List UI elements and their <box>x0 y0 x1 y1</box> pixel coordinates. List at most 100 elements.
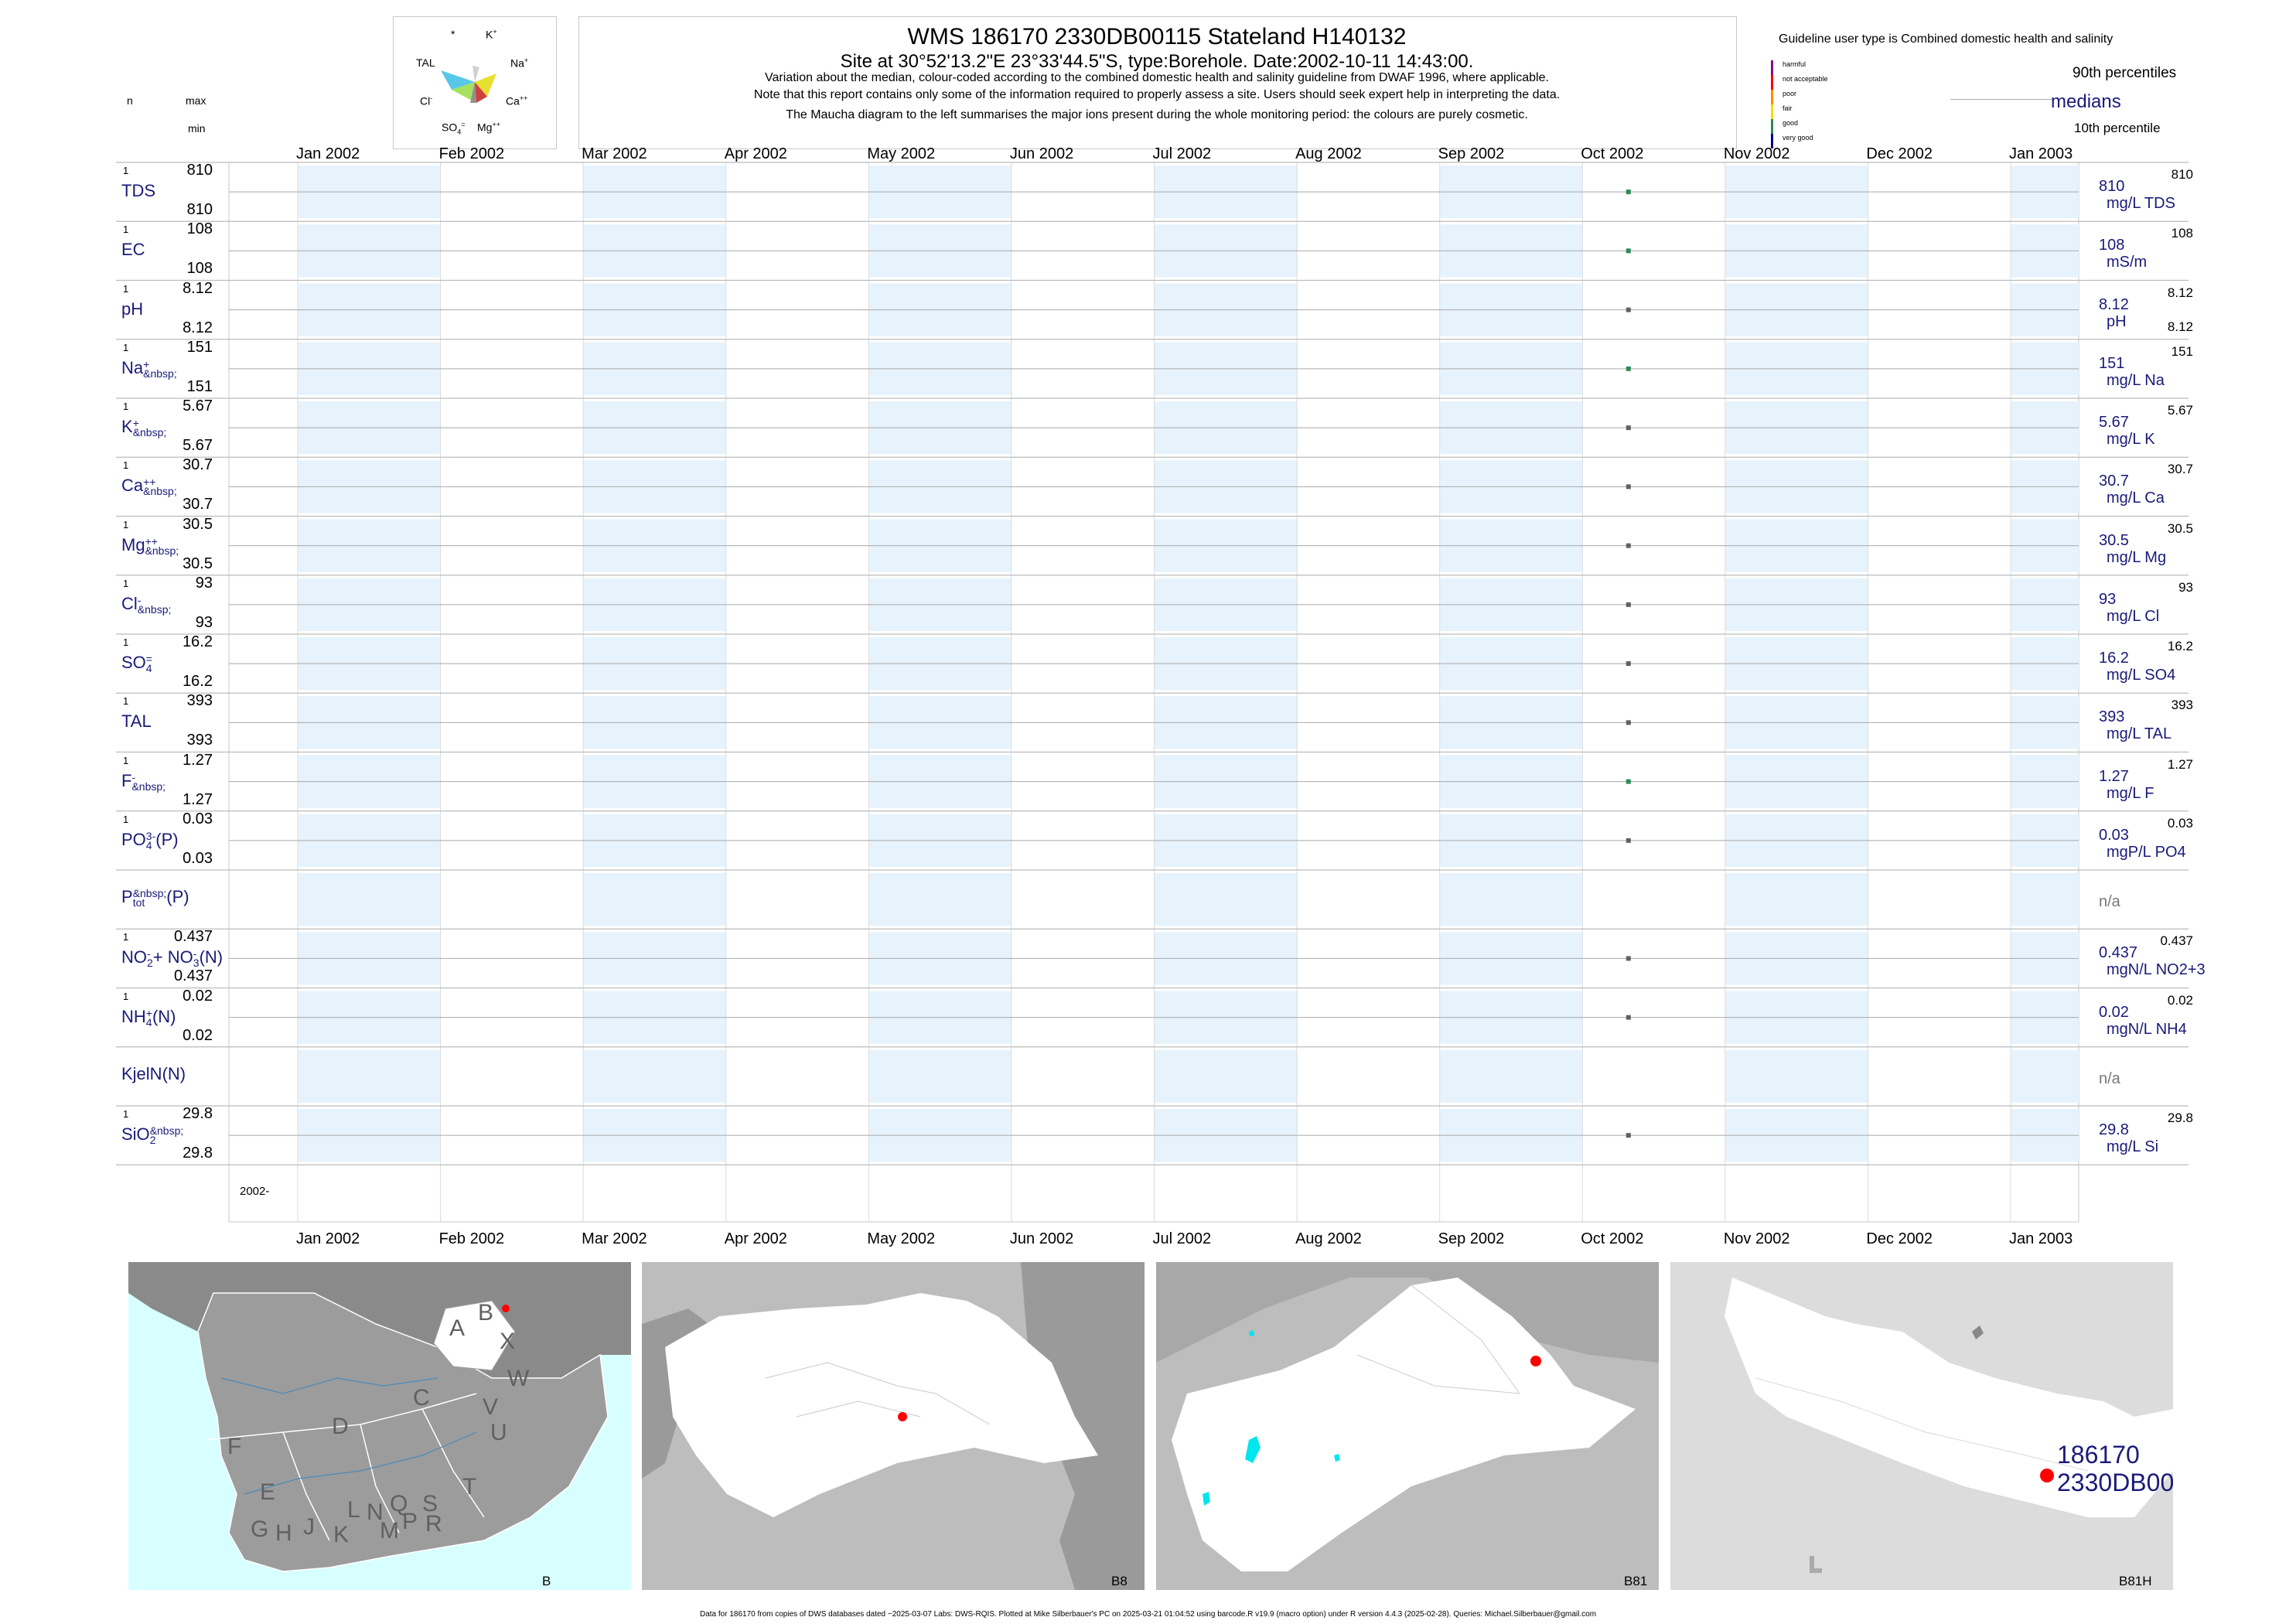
map-region-letter: J <box>303 1514 315 1540</box>
month-label-bottom: Feb 2002 <box>438 1230 505 1247</box>
row-median-value: 1.27 <box>2099 767 2129 785</box>
legend-category: fair <box>1771 104 1793 119</box>
row-name-nh: NH +4 (N) <box>121 1006 176 1029</box>
map-region-letter: F <box>227 1434 241 1459</box>
map-panel-1-label: B <box>542 1574 551 1588</box>
map-region-letter: L <box>347 1497 360 1523</box>
left-header-min: min <box>188 122 206 135</box>
data-point-ph <box>1626 307 1631 312</box>
row-max: 393 <box>186 692 213 710</box>
row-name-k: K + &nbsp; <box>121 417 167 439</box>
row-n: 1 <box>123 341 129 353</box>
maucha-na-sector <box>475 73 496 97</box>
data-point-mg <box>1626 543 1631 548</box>
row-median-value: 93 <box>2099 590 2117 608</box>
row-median-value: 108 <box>2099 237 2125 254</box>
row-median-value: 0.02 <box>2099 1003 2129 1021</box>
legend-category: not acceptable <box>1771 75 1828 90</box>
map-b81h: 186170 2330DB00 B81H <box>1670 1262 2173 1590</box>
row-min: 16.2 <box>183 673 213 690</box>
row-min: 810 <box>186 201 213 218</box>
data-point-po <box>1626 838 1631 843</box>
legend-medians: medians <box>2051 91 2121 112</box>
legend-median-line <box>1950 99 2054 100</box>
map-region-letter: W <box>507 1366 530 1391</box>
row-min: 93 <box>195 613 213 631</box>
row-n: 1 <box>123 813 129 825</box>
row-unit: mg/L TDS <box>2107 195 2175 212</box>
maucha-k-label: K+ <box>486 28 497 41</box>
legend-p10: 10th percentile <box>2074 121 2161 135</box>
row-right-max: 0.437 <box>2160 933 2193 949</box>
row-median-value: 30.7 <box>2099 473 2129 490</box>
month-label-bottom: Apr 2002 <box>724 1230 787 1247</box>
row-n: 1 <box>123 165 129 176</box>
row-n: 1 <box>123 223 129 236</box>
row-name-sio: SiO &nbsp; 2 <box>121 1124 184 1147</box>
year-label: 2002- <box>240 1185 270 1198</box>
row-right-max: 93 <box>2178 579 2193 595</box>
maucha-ca-label: Ca++ <box>506 94 528 107</box>
legend-swatch <box>1771 60 1773 75</box>
map-region-letter: E <box>260 1479 275 1505</box>
site-marker <box>502 1305 510 1312</box>
row-max: 810 <box>186 162 213 179</box>
row-unit: mg/L K <box>2107 431 2155 448</box>
legend-category: harmful <box>1771 60 1806 75</box>
row-unit: mg/L Mg <box>2107 548 2167 566</box>
row-min: 5.67 <box>183 437 213 454</box>
month-label-bottom: Nov 2002 <box>1723 1230 1790 1247</box>
month-label-top: Feb 2002 <box>438 145 505 162</box>
map-region-letter: K <box>333 1522 349 1547</box>
row-n: 1 <box>123 754 129 766</box>
map-b81: B81 <box>1156 1262 1659 1590</box>
row-right-max: 30.5 <box>2167 520 2193 536</box>
month-label-bottom: Jun 2002 <box>1009 1230 1074 1247</box>
row-n: 1 <box>123 990 129 1002</box>
month-shade <box>583 1049 726 1103</box>
legend-label: not acceptable <box>1783 75 1828 83</box>
month-label-bottom: Aug 2002 <box>1295 1230 1362 1247</box>
left-header-n: n <box>127 94 133 107</box>
row-max: 8.12 <box>183 279 213 297</box>
row-right-max: 108 <box>2171 226 2193 241</box>
row-n: 1 <box>123 931 129 943</box>
row-n: 1 <box>123 401 129 412</box>
header-box <box>578 16 1737 149</box>
legend-label: good <box>1783 119 1799 127</box>
row-unit: mg/L TAL <box>2107 725 2172 743</box>
maucha-na-label: Na+ <box>510 56 529 70</box>
data-point-nh <box>1626 1015 1631 1020</box>
month-label-top: Dec 2002 <box>1866 145 1933 162</box>
map-region-letter: R <box>425 1511 442 1537</box>
row-min: 30.5 <box>183 554 213 572</box>
month-shade <box>2011 873 2079 926</box>
map-panel-4-label: B81H <box>2119 1574 2152 1588</box>
row-max: 30.7 <box>183 456 213 474</box>
maucha-so4-label: SO4= <box>442 121 466 136</box>
row-median-value: 0.03 <box>2099 826 2129 844</box>
page-subtitle: Site at 30°52'13.2"E 23°33'44.5"S, type:… <box>840 51 1474 72</box>
row-name-na: Na + &nbsp; <box>121 357 177 380</box>
month-shade <box>2011 1049 2079 1103</box>
row-right-max: 393 <box>2171 698 2193 713</box>
maucha-tal-label: TAL <box>416 56 435 69</box>
map-region-letter: H <box>275 1520 292 1546</box>
row-right-max: 0.03 <box>2167 815 2193 831</box>
row-min: 0.437 <box>173 967 213 985</box>
row-min: 0.03 <box>183 849 213 867</box>
legend-label: poor <box>1783 90 1797 97</box>
row-n: 1 <box>123 518 129 531</box>
month-shade <box>868 1049 1012 1103</box>
maucha-tal-sector <box>441 70 475 90</box>
month-label-bottom: Mar 2002 <box>582 1230 647 1247</box>
month-label-top: Jan 2003 <box>2009 145 2073 162</box>
site-marker <box>898 1412 907 1421</box>
data-point-ec <box>1626 248 1631 254</box>
row-name-mg: Mg ++ &nbsp; <box>121 534 179 557</box>
row-max: 0.437 <box>173 928 213 946</box>
row-name-so: SO = 4 <box>121 653 152 675</box>
row-max: 151 <box>186 338 213 356</box>
row-unit: mg/L Si <box>2107 1138 2159 1155</box>
